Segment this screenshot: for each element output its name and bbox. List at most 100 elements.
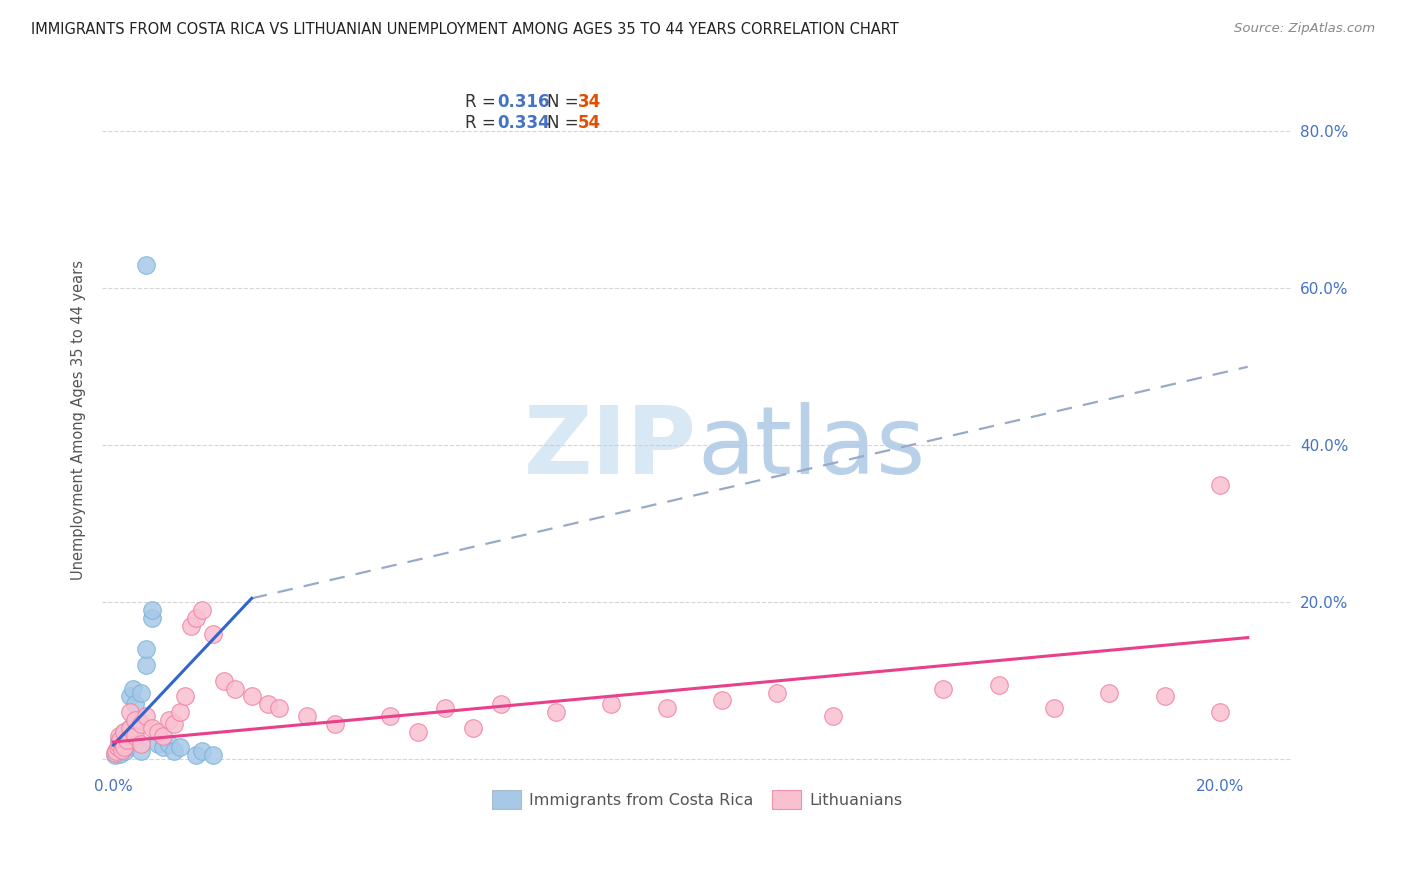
Point [108,732,131,747]
Point [461,721,484,735]
Text: ZIP: ZIP [524,402,697,494]
Point [600,698,623,712]
Point [1043,701,1066,715]
Point [115,740,138,755]
Text: Source: ZipAtlas.com: Source: ZipAtlas.com [1234,22,1375,36]
Text: 34: 34 [578,93,602,112]
Point [169,740,191,755]
Point [295,709,318,723]
Text: R =: R = [465,114,501,132]
Text: IMMIGRANTS FROM COSTA RICA VS LITHUANIAN UNEMPLOYMENT AMONG AGES 35 TO 44 YEARS : IMMIGRANTS FROM COSTA RICA VS LITHUANIAN… [31,22,898,37]
Point [108,732,131,747]
Point [118,721,141,735]
Point [212,673,235,688]
Point [104,748,127,763]
Point [821,709,844,723]
Text: R =: R = [465,93,501,112]
Point [107,740,129,755]
Point [191,744,214,758]
Text: N =: N = [547,114,583,132]
Point [118,690,141,704]
Point [114,744,136,758]
Point [112,732,135,747]
Y-axis label: Unemployment Among Ages 35 to 44 years: Unemployment Among Ages 35 to 44 years [72,260,86,580]
Point [107,744,129,758]
Point [135,642,157,657]
Point [163,717,186,731]
Point [378,709,401,723]
Point [269,701,291,715]
Point [1209,705,1232,719]
Point [169,705,191,719]
Text: 54: 54 [578,114,602,132]
Point [129,744,152,758]
Point [112,737,135,751]
Point [141,611,163,625]
Point [224,681,246,696]
Point [655,701,678,715]
Point [544,705,567,719]
Point [1209,477,1232,491]
Point [105,744,128,758]
Point [129,717,152,731]
Point [129,685,152,699]
Point [157,737,180,751]
Point [201,626,224,640]
Point [135,658,157,673]
Point [191,603,214,617]
Point [112,740,135,755]
Legend: Immigrants from Costa Rica, Lithuanians: Immigrants from Costa Rica, Lithuanians [485,783,908,816]
Point [152,729,174,743]
Point [257,698,280,712]
Point [1153,690,1175,704]
Point [124,698,146,712]
Point [186,748,208,763]
Point [240,690,263,704]
Point [146,724,169,739]
Point [124,713,146,727]
Point [163,744,186,758]
Point [104,746,127,760]
Point [110,743,132,757]
Point [186,611,208,625]
Point [110,743,132,757]
Point [108,737,131,751]
Point [124,721,146,735]
Text: 0.334: 0.334 [498,114,550,132]
Point [766,685,789,699]
Point [180,619,202,633]
Point [127,713,149,727]
Point [323,717,346,731]
Point [406,724,429,739]
Point [135,709,157,723]
Point [201,748,224,763]
Point [108,729,131,743]
Point [124,729,146,743]
Point [146,737,169,751]
Point [118,705,141,719]
Text: N =: N = [547,93,583,112]
Point [105,746,128,760]
Point [129,737,152,751]
Point [112,724,135,739]
Point [987,678,1010,692]
Point [157,713,180,727]
Point [110,729,132,743]
Point [434,701,457,715]
Point [118,721,141,735]
Point [489,698,512,712]
Point [115,732,138,747]
Point [152,740,174,755]
Text: atlas: atlas [697,402,925,494]
Point [141,603,163,617]
Point [711,693,734,707]
Point [135,258,157,272]
Point [108,740,131,755]
Point [112,737,135,751]
Point [174,690,197,704]
Point [141,721,163,735]
Point [108,747,131,761]
Point [121,681,143,696]
Text: 0.316: 0.316 [498,93,550,112]
Point [1098,685,1121,699]
